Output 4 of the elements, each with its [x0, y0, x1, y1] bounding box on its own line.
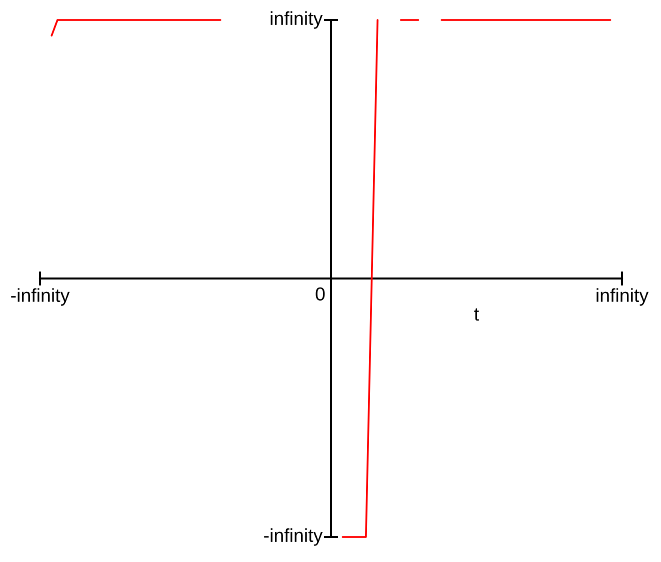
annotation: 0 — [316, 287, 325, 301]
x-axis-title: t — [474, 308, 479, 321]
annotation: -infinity — [264, 528, 323, 546]
annotation: infinity — [270, 11, 323, 29]
